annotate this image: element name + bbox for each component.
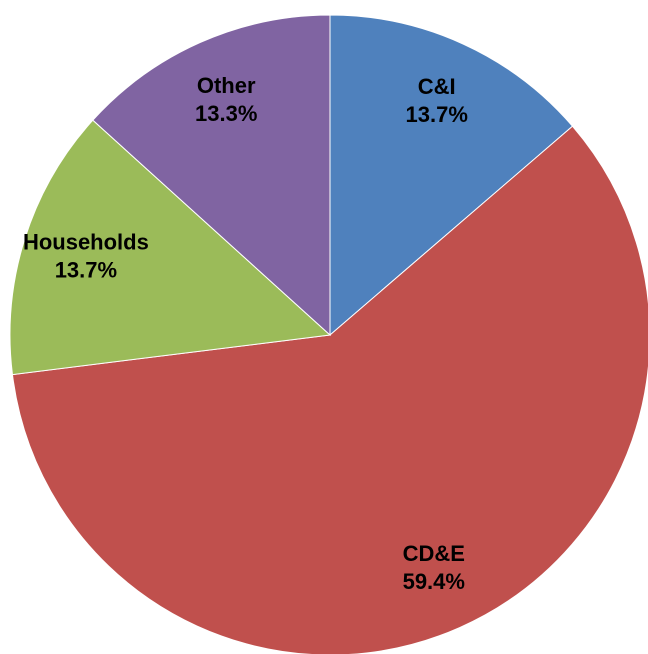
- pie-slice: [9, 119, 332, 376]
- slice-label: Other: [197, 73, 256, 98]
- pie-slice: [92, 14, 331, 337]
- slice-value-label: 13.3%: [195, 101, 257, 126]
- slice-label: Households: [23, 230, 149, 255]
- slice-label: C&I: [418, 74, 456, 99]
- slice-value-label: 13.7%: [406, 102, 468, 127]
- pie-slice: [329, 14, 574, 337]
- pie-slice: [11, 125, 648, 654]
- slice-value-label: 59.4%: [403, 569, 465, 594]
- slice-value-label: 13.7%: [55, 258, 117, 283]
- slice-label: CD&E: [403, 541, 465, 566]
